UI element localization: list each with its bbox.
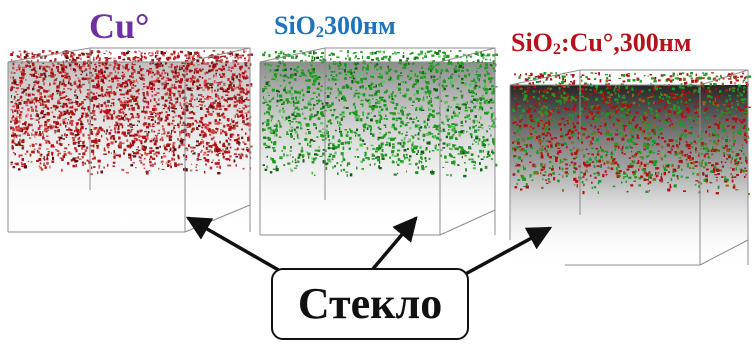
title-mix-prefix: SiO — [511, 28, 553, 57]
title-sio2: SiO2300нм — [274, 13, 396, 41]
cube-mix-edges — [509, 69, 749, 266]
title-cu: Cu° — [89, 8, 149, 44]
title-sio2-subscript: 2 — [315, 23, 324, 41]
title-sio2-suffix: 300нм — [323, 11, 396, 40]
glass-label-box: Стекло — [271, 268, 469, 340]
cube-sio2 — [259, 47, 498, 236]
arrow-to-sio2-glass — [370, 216, 418, 272]
title-cu-text: Cu° — [89, 6, 150, 46]
title-mix: SiO2:Cu°,300нм — [511, 30, 691, 58]
title-mix-suffix: :Cu°,300нм — [560, 28, 692, 57]
pointer-arrows — [185, 216, 553, 280]
title-sio2-prefix: SiO — [274, 11, 316, 40]
arrow-to-cu-glass — [185, 216, 283, 274]
cube-mix-particles — [512, 72, 751, 196]
glass-label: Стекло — [297, 279, 443, 328]
title-mix-subscript: 2 — [552, 40, 561, 58]
cube-cu-particles — [10, 50, 253, 175]
cube-sio2-particles — [262, 50, 498, 178]
arrow-to-mix-glass — [457, 226, 553, 280]
cube-cu — [7, 47, 253, 233]
cube-cu-edges — [7, 47, 251, 233]
cube-mix — [509, 69, 751, 266]
